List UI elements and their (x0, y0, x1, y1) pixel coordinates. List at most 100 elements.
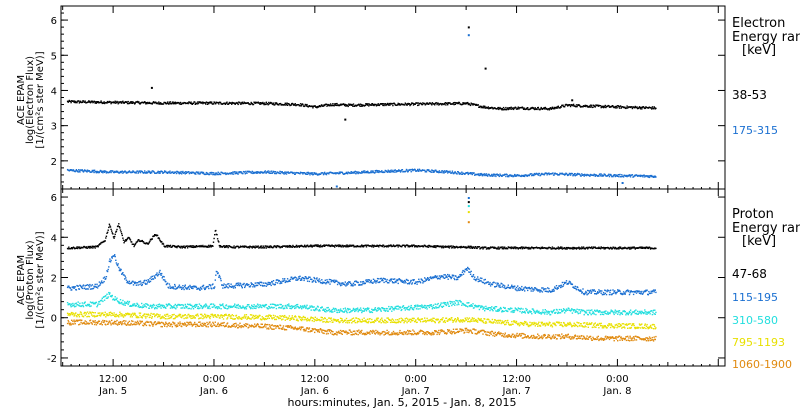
proton-point (223, 245, 225, 247)
electron-point (592, 174, 595, 177)
electron-point (522, 107, 524, 109)
proton-point (76, 246, 78, 248)
xtick-date-label: Jan. 8 (602, 386, 631, 397)
electron-point (112, 101, 115, 103)
proton-point (255, 305, 258, 307)
electron-point (328, 173, 330, 175)
proton-point (545, 288, 547, 290)
proton-point (147, 279, 149, 281)
electron-point (344, 104, 346, 107)
proton-point (239, 305, 241, 307)
electron-point (249, 171, 252, 173)
electron-point (526, 175, 528, 177)
proton-legend-title-1: Proton (732, 207, 774, 222)
proton-point (160, 307, 162, 309)
electron-point (302, 103, 304, 106)
electron-point (619, 173, 621, 176)
proton-point (338, 311, 341, 313)
electron-point (240, 103, 242, 105)
proton-point (315, 245, 318, 247)
proton-point (460, 245, 462, 248)
electron-point (483, 174, 485, 177)
proton-point (78, 246, 81, 248)
proton-point (617, 290, 619, 292)
proton-point (401, 279, 403, 282)
electron-point (520, 175, 522, 178)
proton-point (617, 247, 619, 249)
proton-point (96, 306, 98, 308)
proton-point (212, 306, 214, 308)
legend-proton-47-68: 47-68 (732, 267, 767, 281)
electron-point (589, 104, 592, 106)
proton-point (468, 246, 470, 248)
proton-point (505, 287, 508, 289)
electron-point (219, 101, 222, 104)
electron-point (477, 173, 479, 175)
proton-point (345, 285, 347, 287)
proton-point (286, 245, 288, 247)
electron-point (533, 174, 535, 176)
proton-point (404, 307, 406, 309)
electron-point (129, 101, 132, 103)
proton-point (226, 286, 228, 288)
proton-point (334, 281, 336, 284)
proton-point (347, 309, 349, 311)
electron-point (481, 173, 483, 176)
electron-point (501, 175, 504, 177)
proton-point (152, 306, 154, 308)
proton-point (374, 308, 376, 310)
proton-point (410, 304, 412, 307)
electron-point (447, 104, 449, 106)
electron-point (530, 173, 532, 175)
proton-point (606, 290, 608, 293)
electron-point (212, 173, 214, 176)
electron-point (73, 101, 75, 103)
proton-point (232, 247, 235, 249)
proton-point (237, 282, 239, 284)
electron-series-175-315 (66, 34, 657, 188)
proton-point (302, 305, 304, 307)
proton-point (469, 245, 471, 247)
proton-point (329, 283, 331, 285)
proton-point (452, 303, 455, 305)
proton-point (339, 245, 341, 247)
points-layer (66, 26, 657, 342)
proton-point (72, 286, 74, 289)
proton-point (537, 289, 539, 291)
electron-point (444, 170, 446, 172)
electron-point (119, 102, 121, 104)
proton-point (455, 275, 457, 277)
proton-point (109, 292, 111, 294)
proton-point (365, 244, 367, 246)
electron-point (101, 170, 103, 172)
proton-point (162, 304, 164, 306)
proton-point (461, 304, 463, 306)
proton-point (83, 302, 85, 305)
electron-point (408, 103, 411, 105)
electron-point (215, 172, 218, 174)
electron-point (448, 171, 451, 173)
proton-point (324, 279, 326, 281)
proton-point (254, 305, 256, 307)
electron-ylabel: ACE EPAM log(Electron Flux) [1/(cm²s ste… (16, 51, 46, 148)
electron-point (144, 170, 146, 172)
proton-point (574, 285, 576, 288)
proton-point (591, 291, 593, 293)
proton-point (612, 246, 615, 248)
electron-point (485, 174, 487, 177)
proton-point (452, 274, 455, 277)
electron-point (441, 170, 444, 172)
electron-point (72, 169, 75, 171)
proton-point (482, 248, 484, 250)
proton-point (376, 277, 379, 280)
proton-point (542, 287, 544, 289)
proton-point (295, 245, 297, 248)
electron-point (383, 104, 385, 107)
proton-point (362, 307, 365, 310)
electron-point (400, 170, 402, 172)
electron-point (265, 103, 267, 106)
electron-point (444, 103, 446, 105)
proton-point (630, 290, 632, 292)
proton-point (433, 245, 435, 247)
electron-point (122, 172, 124, 174)
